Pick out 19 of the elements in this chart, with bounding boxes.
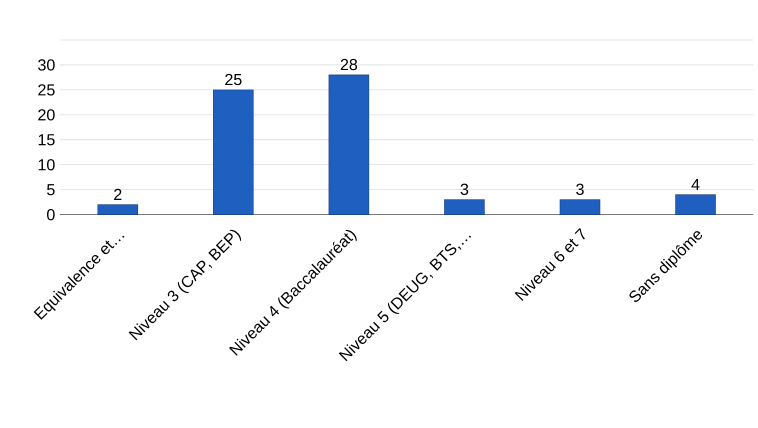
data-label: 2: [114, 188, 122, 200]
y-tick-label: 10: [38, 159, 55, 170]
y-tick-label: 0: [47, 209, 55, 220]
bar: [213, 90, 254, 215]
bar: [560, 199, 600, 215]
y-tick-label: 20: [38, 109, 55, 121]
y-tick-label: 25: [38, 84, 55, 96]
y-tick-label: 5: [47, 184, 55, 196]
data-label: 28: [340, 58, 358, 70]
data-label: 3: [576, 184, 584, 195]
bar: [98, 204, 138, 215]
data-label: 4: [691, 178, 700, 190]
bar: [444, 199, 485, 215]
bar: [675, 194, 716, 215]
y-tick-label: 15: [38, 134, 55, 146]
data-label: 25: [225, 74, 242, 86]
data-label: 3: [460, 184, 468, 195]
bar: [328, 74, 370, 215]
y-tick-label: 30: [38, 59, 55, 71]
